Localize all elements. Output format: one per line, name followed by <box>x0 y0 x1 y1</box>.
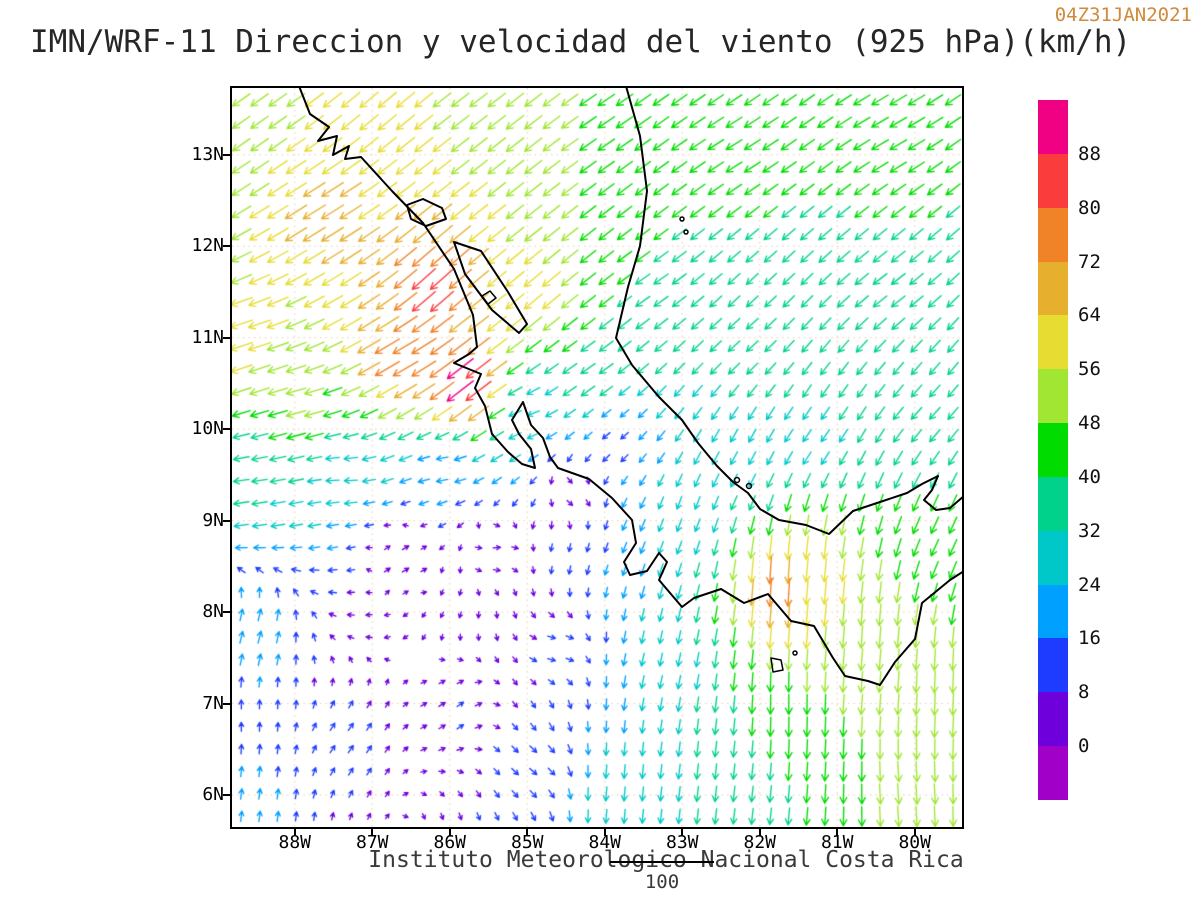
reference-vector-arrow <box>610 861 714 863</box>
y-axis-tick <box>223 336 232 339</box>
colorbar-tick-label: 32 <box>1078 519 1101 542</box>
y-axis-tick <box>223 153 232 156</box>
y-axis-tick-label: 11N <box>191 326 224 348</box>
colorbar-segment <box>1038 315 1068 370</box>
reference-vector-label: 100 <box>644 871 680 893</box>
x-axis-tick <box>448 828 451 836</box>
x-axis-tick <box>681 828 684 836</box>
colorbar-tick-label: 40 <box>1078 465 1101 488</box>
x-axis-tick <box>603 828 606 836</box>
pacific-coastline <box>298 88 962 686</box>
coastline-map <box>298 88 962 686</box>
colorbar-tick-label: 88 <box>1078 142 1101 165</box>
ometepe-island <box>481 290 497 305</box>
y-axis-tick <box>223 793 232 796</box>
colorbar-segment <box>1038 530 1068 585</box>
run-timestamp: 04Z31JAN2021 <box>1054 4 1192 26</box>
footer-caption: Instituto Meteorologico Nacional Costa R… <box>368 847 964 873</box>
x-axis-tick <box>293 828 296 836</box>
x-axis-tick <box>758 828 761 836</box>
small-island <box>792 650 798 656</box>
colorbar-segment <box>1038 476 1068 531</box>
corn-island <box>679 216 685 222</box>
colorbar-segment <box>1038 369 1068 424</box>
y-axis-tick-label: 10N <box>191 418 224 440</box>
corn-island <box>683 229 689 235</box>
colorbar-segment <box>1038 153 1068 208</box>
x-axis-tick <box>371 828 374 836</box>
x-axis-tick <box>526 828 529 836</box>
colorbar-segment <box>1038 746 1068 800</box>
y-axis-tick-label: 7N <box>202 692 224 714</box>
colorbar-tick-label: 72 <box>1078 250 1101 273</box>
colorbar-tick-label: 8 <box>1078 681 1090 704</box>
plot-area <box>232 88 962 827</box>
colorbar-segment <box>1038 207 1068 262</box>
y-axis-tick-label: 8N <box>202 601 224 623</box>
y-axis-tick <box>223 702 232 705</box>
lake-nicaragua <box>453 241 528 334</box>
colorbar-segment <box>1038 100 1068 154</box>
colorbar-tick-label: 80 <box>1078 196 1101 219</box>
colorbar-tick-label: 0 <box>1078 735 1090 758</box>
y-axis-tick <box>223 519 232 522</box>
bocas-island <box>733 476 741 484</box>
coiba-island <box>770 657 784 673</box>
wind-vector-field <box>232 88 962 827</box>
y-axis-tick-label: 6N <box>202 783 224 805</box>
caribbean-coastline <box>615 88 962 535</box>
colorbar-segment <box>1038 692 1068 747</box>
y-axis-tick-label: 12N <box>191 235 224 257</box>
y-axis-tick-label: 13N <box>191 143 224 165</box>
colorbar-tick-label: 24 <box>1078 573 1101 596</box>
x-axis-tick <box>913 828 916 836</box>
colorbar-segment <box>1038 584 1068 639</box>
y-axis-tick <box>223 428 232 431</box>
y-axis-tick <box>223 611 232 614</box>
colorbar-segment <box>1038 423 1068 477</box>
colorbar <box>1038 100 1068 800</box>
colorbar-segment <box>1038 261 1068 316</box>
lake-managua <box>406 198 447 227</box>
page-title: IMN/WRF-11 Direccion y velocidad del vie… <box>30 24 1132 60</box>
bocas-island <box>745 482 753 490</box>
colorbar-tick-label: 16 <box>1078 627 1101 650</box>
colorbar-tick-label: 56 <box>1078 358 1101 381</box>
y-axis-tick <box>223 245 232 248</box>
colorbar-tick-label: 48 <box>1078 412 1101 435</box>
colorbar-tick-label: 64 <box>1078 304 1101 327</box>
colorbar-segment <box>1038 638 1068 693</box>
x-axis-tick-label: 88W <box>278 832 312 853</box>
x-axis-tick <box>836 828 839 836</box>
y-axis-tick-label: 9N <box>202 509 224 531</box>
